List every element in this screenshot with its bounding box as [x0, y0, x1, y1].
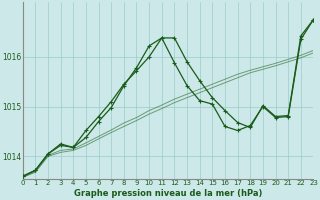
X-axis label: Graphe pression niveau de la mer (hPa): Graphe pression niveau de la mer (hPa)	[74, 189, 262, 198]
